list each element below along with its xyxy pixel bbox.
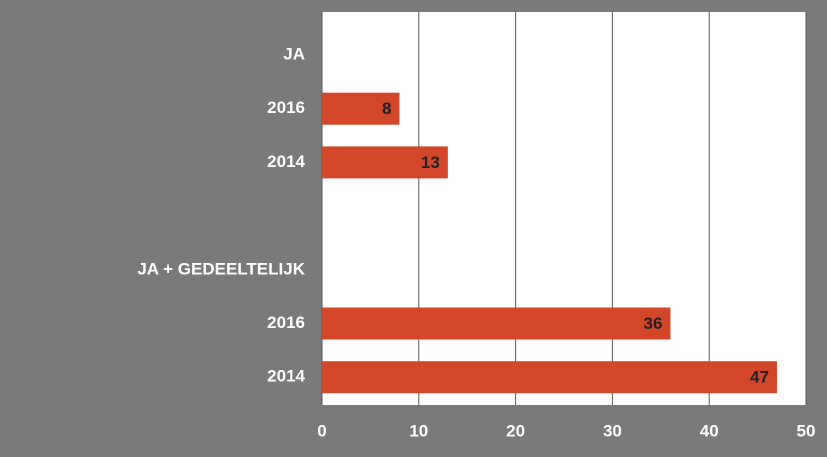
x-tick-label: 50: [797, 421, 816, 440]
data-label: 13: [421, 153, 440, 172]
x-tick-label: 10: [409, 421, 428, 440]
y-tick-label: JA + GEDEELTELIJK: [137, 259, 305, 278]
x-tick-label: 20: [506, 421, 525, 440]
y-tick-label: 2016: [267, 98, 305, 117]
bar: [322, 92, 400, 125]
data-label: 47: [750, 368, 769, 387]
y-tick-label: JA: [283, 44, 305, 63]
y-tick-label: 2016: [267, 313, 305, 332]
y-tick-label: 2014: [267, 367, 305, 386]
plot-area: [322, 12, 806, 405]
bar: [322, 307, 671, 340]
bar: [322, 361, 777, 394]
x-tick-label: 0: [317, 421, 326, 440]
bar: [322, 146, 448, 179]
x-tick-label: 30: [603, 421, 622, 440]
data-label: 8: [382, 99, 391, 118]
x-tick-label: 40: [700, 421, 719, 440]
y-tick-label: 2014: [267, 152, 305, 171]
data-label: 36: [644, 314, 663, 333]
